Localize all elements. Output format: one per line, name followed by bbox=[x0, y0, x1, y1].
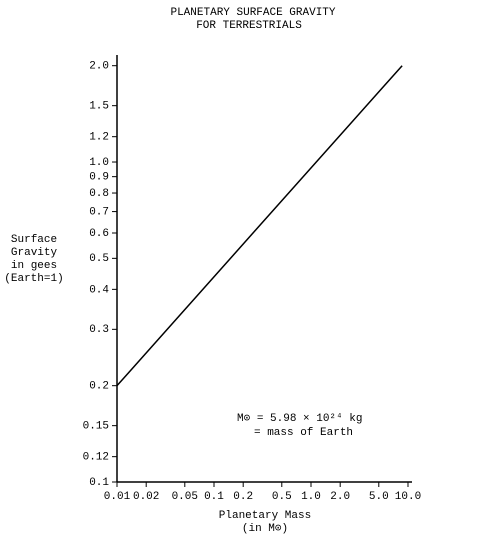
y-tick-label: 0.9 bbox=[89, 172, 109, 184]
y-tick-label: 0.2 bbox=[89, 381, 109, 393]
y-tick-label: 1.2 bbox=[89, 132, 109, 144]
x-tick-label: 0.01 bbox=[104, 491, 131, 503]
y-tick-label: 0.3 bbox=[89, 324, 109, 336]
y-tick-label: 2.0 bbox=[89, 61, 109, 73]
x-tick-label: 5.0 bbox=[369, 491, 389, 503]
y-tick-label: 0.1 bbox=[89, 477, 109, 489]
x-axis-label: (in M⊙) bbox=[242, 523, 288, 535]
y-axis-label: Gravity bbox=[11, 247, 58, 259]
x-axis-label: Planetary Mass bbox=[219, 510, 311, 522]
y-axis-label: (Earth=1) bbox=[4, 273, 63, 285]
x-tick-label: 0.5 bbox=[272, 491, 292, 503]
x-tick-label: 0.05 bbox=[172, 491, 198, 503]
y-tick-label: 0.7 bbox=[89, 206, 109, 218]
x-tick-label: 1.0 bbox=[301, 491, 321, 503]
y-tick-label: 0.6 bbox=[89, 228, 109, 240]
y-tick-label: 1.5 bbox=[89, 101, 109, 113]
x-tick-label: 0.2 bbox=[233, 491, 253, 503]
x-tick-label: 0.02 bbox=[133, 491, 159, 503]
chart-title: FOR TERRESTRIALS bbox=[196, 20, 302, 32]
annotation: = mass of Earth bbox=[254, 427, 353, 439]
y-tick-label: 0.5 bbox=[89, 253, 109, 265]
line bbox=[116, 65, 403, 387]
x-tick-label: 2.0 bbox=[330, 491, 350, 503]
y-tick-label: 0.8 bbox=[89, 188, 109, 200]
y-axis-label: in gees bbox=[11, 260, 57, 272]
annotation: M⊙ = 5.98 × 10²⁴ kg bbox=[237, 413, 362, 425]
chart-title: PLANETARY SURFACE GRAVITY bbox=[170, 7, 335, 19]
y-axis-label: Surface bbox=[11, 234, 57, 246]
y-tick-label: 0.4 bbox=[89, 284, 109, 296]
x-tick-label: 10.0 bbox=[395, 491, 421, 503]
y-tick-label: 0.15 bbox=[83, 421, 109, 433]
y-tick-label: 0.12 bbox=[83, 452, 109, 464]
x-tick-label: 0.1 bbox=[204, 491, 224, 503]
y-tick-label: 1.0 bbox=[89, 157, 109, 169]
